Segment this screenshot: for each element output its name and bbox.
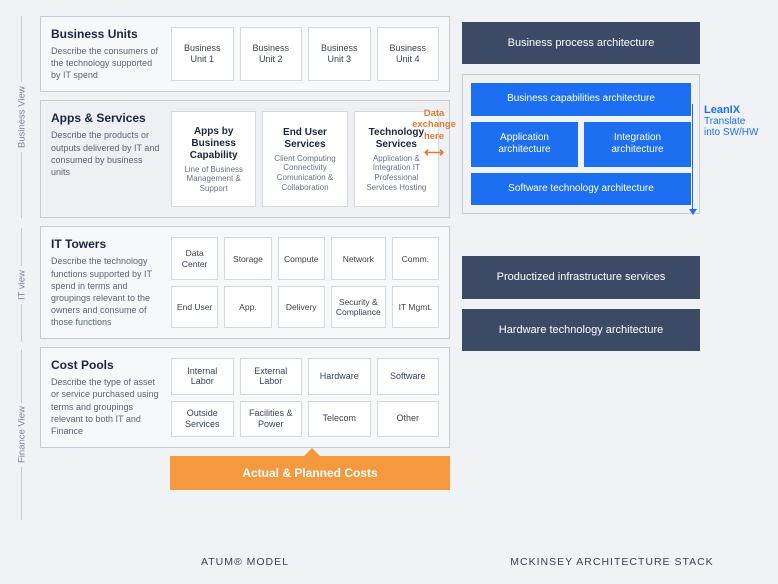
leanix-group: Business capabilities architecture Appli…: [462, 74, 700, 214]
cost-cell: Telecom: [308, 401, 371, 437]
apps-desc: Describe the products or outputs deliver…: [51, 129, 161, 178]
cost-cell: Facilities & Power: [240, 401, 303, 437]
tower-cell: Data Center: [171, 237, 218, 279]
cost-cell: Other: [377, 401, 440, 437]
bu-cell: Business Unit 3: [308, 27, 371, 81]
vlabel-finance: Finance View: [12, 350, 32, 520]
section-cost-pools: Cost Pools Describe the type of asset or…: [40, 347, 450, 448]
tower-cell: Comm.: [392, 237, 439, 279]
right-footer: MCKINSEY ARCHITECTURE STACK: [462, 548, 762, 568]
bu-cell: Business Unit 4: [377, 27, 440, 81]
cost-cell: Software: [377, 358, 440, 394]
tower-cell: Compute: [278, 237, 325, 279]
tower-cell: Security & Compliance: [331, 286, 386, 328]
cost-desc: Describe the type of asset or service pu…: [51, 376, 161, 437]
costs-bar: Actual & Planned Costs: [170, 456, 450, 490]
blue-integration-arch: Integration architecture: [584, 122, 691, 167]
leanix-label: LeanIX Translate into SW/HW: [704, 104, 764, 138]
bu-cell: Business Unit 1: [171, 27, 234, 81]
cost-cell: Internal Labor: [171, 358, 234, 394]
cost-cell: External Labor: [240, 358, 303, 394]
cost-cell: Hardware: [308, 358, 371, 394]
vlabel-business: Business View: [12, 16, 32, 218]
cost-cell: Outside Services: [171, 401, 234, 437]
leanix-arrow-icon: [692, 104, 693, 214]
blue-application-arch: Application architecture: [471, 122, 578, 167]
data-exchange-label: Data exchange here ⟷: [406, 108, 462, 161]
tower-cell: App.: [224, 286, 271, 328]
tower-cell: Network: [331, 237, 386, 279]
tower-cell: IT Mgmt.: [392, 286, 439, 328]
stack-hardware-tech: Hardware technology architecture: [462, 309, 700, 351]
towers-title: IT Towers: [51, 237, 161, 251]
blue-software-tech: Software technology architecture: [471, 173, 691, 206]
bu-desc: Describe the consumers of the technology…: [51, 45, 161, 81]
mckinsey-stack-column: Data exchange here ⟷ LeanIX Translate in…: [462, 16, 762, 568]
exchange-arrow-icon: ⟷: [406, 144, 462, 161]
stack-infra-services: Productized infrastructure services: [462, 256, 700, 298]
bu-title: Business Units: [51, 27, 161, 41]
apps-title: Apps & Services: [51, 111, 161, 125]
towers-desc: Describe the technology functions suppor…: [51, 255, 161, 328]
apps-cell: End User Services Client Computing Conne…: [262, 111, 347, 207]
left-footer: ATUM® MODEL: [40, 548, 450, 568]
vlabel-it: IT view: [12, 228, 32, 342]
section-apps-services: Apps & Services Describe the products or…: [40, 100, 450, 218]
section-it-towers: IT Towers Describe the technology functi…: [40, 226, 450, 339]
tower-cell: Delivery: [278, 286, 325, 328]
stack-business-process: Business process architecture: [462, 22, 700, 64]
blue-business-capabilities: Business capabilities architecture: [471, 83, 691, 116]
tower-cell: Storage: [224, 237, 271, 279]
apps-cell: Apps by Business Capability Line of Busi…: [171, 111, 256, 207]
cost-title: Cost Pools: [51, 358, 161, 372]
tower-cell: End User: [171, 286, 218, 328]
bu-cell: Business Unit 2: [240, 27, 303, 81]
section-business-units: Business Units Describe the consumers of…: [40, 16, 450, 92]
atum-model-column: Business View IT view Finance View Busin…: [40, 16, 450, 568]
